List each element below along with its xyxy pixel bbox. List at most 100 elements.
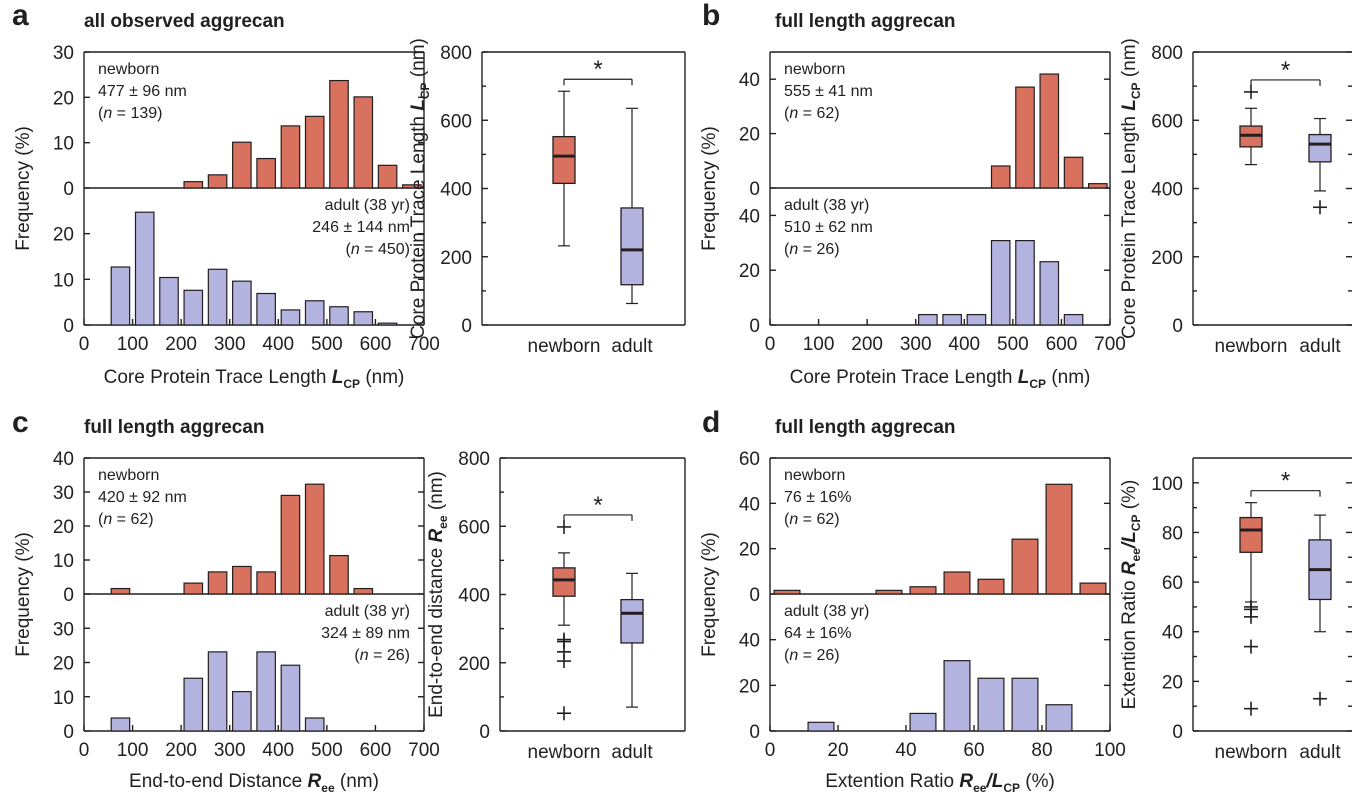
box-adult-c (620, 598, 644, 644)
bar-newborn-c (353, 587, 374, 595)
hist-xlabel-b-symbol: L (1018, 367, 1030, 388)
hist-xtick-label-a: 100 (117, 334, 149, 355)
hist-xlabel-c: End-to-end Distance Ree (nm) (129, 771, 379, 793)
box-ytick-label-c: 800 (458, 449, 490, 470)
box-newborn-a (552, 135, 576, 185)
newborn-n-a: (n = 139) (98, 105, 163, 122)
hist-xtick-label-d: 100 (1094, 740, 1126, 761)
hist-bottom-ytick-label-b: 0 (749, 316, 760, 337)
box-ytick-label-b: 800 (1151, 43, 1183, 64)
panel-title-c: full length aggrecan (84, 417, 265, 438)
panel-letter-b: b (702, 0, 720, 32)
box-ytick-label-a: 400 (440, 180, 472, 201)
hist-bottom-ytick-label-c: 30 (53, 619, 74, 640)
box-group-label-newborn-b: newborn (1215, 336, 1288, 357)
hist-xtick-label-c: 400 (262, 740, 294, 761)
box-ytick-label-d: 0 (1172, 722, 1183, 743)
hist-xtick-label-a: 300 (214, 334, 246, 355)
hist-xtick-label-b: 300 (900, 334, 932, 355)
bar-newborn-c (183, 582, 204, 595)
bar-adult-b (990, 240, 1011, 326)
box-group-label-newborn-c: newborn (528, 742, 601, 763)
box-ylabel-c: End-to-end distance Ree (nm) (426, 471, 450, 718)
bar-adult-b (1039, 261, 1060, 326)
hist-ylabel-a: Frequency (%) (13, 126, 34, 251)
bar-adult-c (304, 717, 325, 732)
box-ylabel-b-subscript: CP (1129, 82, 1143, 99)
box-newborn-c (552, 567, 576, 597)
hist-xtick-label-d: 40 (895, 740, 916, 761)
bar-adult-b (1015, 240, 1035, 326)
box-ylabel-d-symbol: R (1119, 561, 1140, 575)
hist-xlabel-c-symbol: R (308, 771, 322, 792)
box-ytick-label-d: 80 (1162, 523, 1183, 544)
bar-adult-a (377, 322, 398, 326)
hist-xtick-label-d: 20 (827, 740, 848, 761)
sig-star-c: * (593, 492, 602, 519)
hist-bottom-ytick-label-a: 20 (53, 225, 74, 246)
bar-newborn-b (1088, 183, 1108, 189)
adult-n-a: (n = 450) (346, 241, 411, 258)
adult-stat-d: 64 ± 16% (784, 625, 852, 642)
box-ytick-label-c: 600 (458, 517, 490, 538)
hist-xtick-label-b: 0 (765, 334, 776, 355)
newborn-stat-a: 477 ± 96 nm (98, 83, 187, 100)
hist-xtick-label-a: 400 (262, 334, 294, 355)
newborn-n-d: (n = 62) (784, 511, 840, 528)
bar-newborn-d (773, 589, 801, 595)
hist-bottom-ytick-label-c: 10 (53, 688, 74, 709)
hist-top-ytick-label-c: 30 (53, 483, 74, 504)
box-ylabel-b-text: Core Protein Trace Length (1119, 111, 1140, 339)
box-ylabel-b: Core Protein Trace Length LCP (nm) (1119, 38, 1143, 339)
hist-xtick-label-d: 80 (1031, 740, 1052, 761)
bar-adult-a (280, 309, 301, 326)
bar-adult-c (256, 651, 276, 732)
box-ytick-label-a: 0 (461, 316, 472, 337)
newborn-n-value-c: 62 (130, 511, 148, 528)
bar-newborn-a (329, 79, 349, 189)
hist-xlabel-c-subscript: ee (321, 781, 335, 793)
bar-newborn-a (353, 96, 374, 189)
adult-n-value-b: 26 (816, 241, 834, 258)
newborn-label-d: newborn (784, 467, 845, 484)
box-group-label-newborn-a: newborn (528, 336, 601, 357)
sig-star-d: * (1281, 468, 1290, 495)
hist-bottom-ytick-label-d: 20 (739, 676, 760, 697)
bar-adult-d (807, 721, 835, 732)
panel-letter-c: c (12, 406, 29, 439)
hist-ylabel-c: Frequency (%) (13, 532, 34, 657)
hist-bottom-ytick-label-b: 20 (739, 261, 760, 282)
hist-xtick-label-a: 500 (311, 334, 343, 355)
box-ytick-label-c: 400 (458, 586, 490, 607)
bar-adult-b (918, 313, 938, 326)
bar-adult-d (943, 660, 971, 732)
box-group-label-adult-b: adult (1299, 336, 1341, 357)
newborn-n-b: (n = 62) (784, 105, 840, 122)
bar-adult-c (207, 651, 228, 732)
box-ylabel-b-symbol: L (1119, 99, 1140, 111)
bar-adult-b (966, 313, 987, 326)
hist-xlabel-d-subscript2: CP (1003, 781, 1020, 793)
bar-newborn-c (304, 483, 325, 595)
hist-xtick-label-a: 0 (79, 334, 90, 355)
panel-letter-d: d (702, 406, 720, 439)
adult-n-value-a: 450 (378, 241, 405, 258)
newborn-stat-b: 555 ± 41 nm (784, 83, 873, 100)
bar-adult-d (1011, 677, 1039, 732)
bar-newborn-d (909, 586, 937, 595)
bar-adult-a (256, 292, 276, 326)
bar-newborn-c (207, 571, 228, 595)
bar-adult-c (232, 691, 252, 732)
box-group-label-adult-a: adult (611, 336, 653, 357)
box-ytick-label-c: 0 (479, 722, 490, 743)
hist-bottom-ytick-label-b: 40 (739, 206, 760, 227)
hist-xtick-label-b: 500 (997, 334, 1029, 355)
hist-xlabel-c-unit: (nm) (335, 771, 379, 792)
hist-xlabel-a-symbol: L (332, 367, 344, 388)
bar-newborn-a (207, 174, 228, 189)
hist-xlabel-b: Core Protein Trace Length LCP (nm) (790, 367, 1091, 391)
sig-star-a: * (593, 56, 602, 83)
bar-adult-d (1045, 704, 1073, 732)
box-ytick-label-b: 0 (1172, 316, 1183, 337)
adult-n-b: (n = 26) (784, 241, 840, 258)
